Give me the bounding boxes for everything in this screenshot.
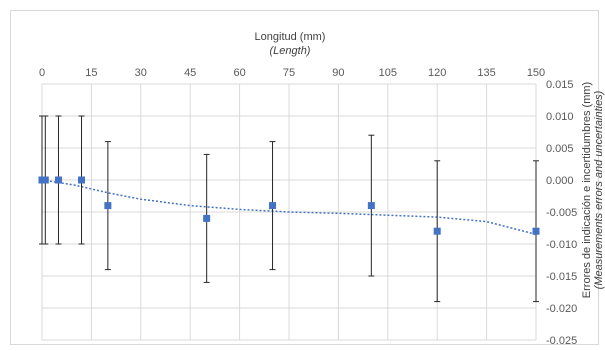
x-tick-label: 45 [184,67,196,79]
x-axis-title: Longitud (mm) [255,31,326,43]
data-point [78,176,86,184]
data-point [367,202,375,210]
x-axis-subtitle: (Length) [270,45,311,57]
y-tick-label: 0.005 [546,143,574,155]
x-tick-label: 75 [283,67,295,79]
y-tick-label: 0.010 [546,111,574,123]
x-tick-label: 150 [527,67,545,79]
data-point [269,202,277,210]
grid-layer [41,83,537,341]
y-tick-label: -0.010 [546,239,577,251]
y-axis-title-group: Errores de indicación e incertidumbres (… [581,82,605,298]
y-tick-label: 0.000 [546,175,574,187]
data-point [104,202,112,210]
data-point [203,214,211,222]
data-point [54,176,62,184]
x-tick-label: 15 [85,67,97,79]
points-layer [38,176,540,235]
x-tick-label: 120 [428,67,446,79]
y-tick-label: -0.015 [546,271,577,283]
y-tick-label: 0.015 [546,79,574,91]
x-tick-label: 30 [135,67,147,79]
y-ticks: 0.015 0.010 0.005 0.000 -0.005 -0.010 -0.015 -0… [546,79,577,347]
x-tick-label: 0 [39,67,45,79]
y-tick-label: -0.005 [546,207,577,219]
y-tick-label: -0.025 [546,335,577,347]
y-axis-subtitle: (Measurements errors and uncertainties) [593,90,605,289]
trendline [41,179,537,236]
y-axis-title: Errores de indicación e incertidumbres (… [581,82,593,298]
x-tick-label: 105 [379,67,397,79]
x-ticks: 0 15 30 45 60 75 90 105 120 135 150 [39,67,545,79]
x-tick-label: 90 [332,67,344,79]
chart-border [10,10,599,345]
x-tick-label: 60 [233,67,245,79]
data-point [433,227,441,235]
y-tick-label: -0.020 [546,303,577,315]
data-point [41,176,49,184]
data-point [532,227,540,235]
trendline-layer [41,179,537,236]
x-tick-label: 135 [477,67,495,79]
